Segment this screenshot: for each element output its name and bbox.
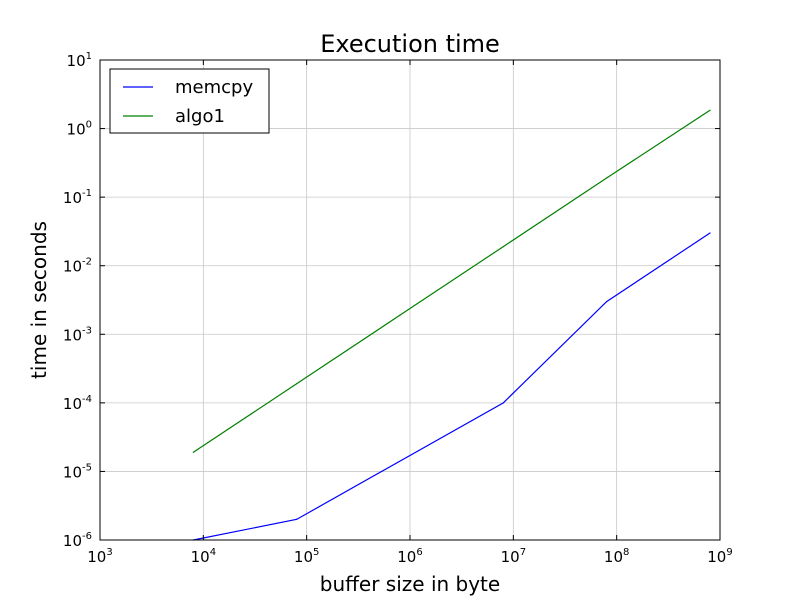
y-tick-label: 10-2 <box>63 257 92 276</box>
y-tick-label: 10-5 <box>63 462 92 481</box>
y-tick-label: 101 <box>67 51 92 70</box>
data-point-algo1 <box>399 314 401 316</box>
data-point-memcpy <box>296 518 298 520</box>
y-tick-label: 10-3 <box>63 325 92 344</box>
x-tick-label: 106 <box>397 547 422 566</box>
y-tick-label: 100 <box>67 120 92 139</box>
series-lines <box>192 109 711 541</box>
data-point-algo1 <box>192 451 194 453</box>
data-point-memcpy <box>709 232 711 234</box>
x-tick-label: 109 <box>707 547 732 566</box>
data-point-memcpy <box>502 402 504 404</box>
x-tick-label: 104 <box>191 547 216 566</box>
x-axis-label: buffer size in byte <box>320 572 500 596</box>
data-point-memcpy <box>606 300 608 303</box>
data-point-algo1 <box>296 383 298 385</box>
x-tick-label: 103 <box>87 547 112 566</box>
data-point-algo1 <box>606 177 608 179</box>
y-tick-label: 10-1 <box>63 188 92 207</box>
x-tick-label: 107 <box>501 547 526 566</box>
legend-label-memcpy: memcpy <box>175 77 253 98</box>
data-point-algo1 <box>502 245 504 248</box>
legend-box <box>109 68 270 134</box>
y-tick-label: 10-6 <box>63 531 92 550</box>
chart-title: Execution time <box>320 30 500 58</box>
x-tick-label: 108 <box>604 547 629 566</box>
x-tick-label: 105 <box>294 547 319 566</box>
legend: memcpy algo1 <box>109 68 270 134</box>
y-tick-label: 10-4 <box>63 394 92 413</box>
y-axis-label: time in seconds <box>27 221 51 379</box>
data-point-algo1 <box>709 109 711 111</box>
series-line-algo1 <box>192 109 711 453</box>
legend-label-algo1: algo1 <box>175 106 225 127</box>
axis-tick-labels: 103 104 105 106 107 108 109 10-6 10-5 10-4 10-3 10-… <box>63 51 733 566</box>
axis-ticks <box>99 59 721 541</box>
